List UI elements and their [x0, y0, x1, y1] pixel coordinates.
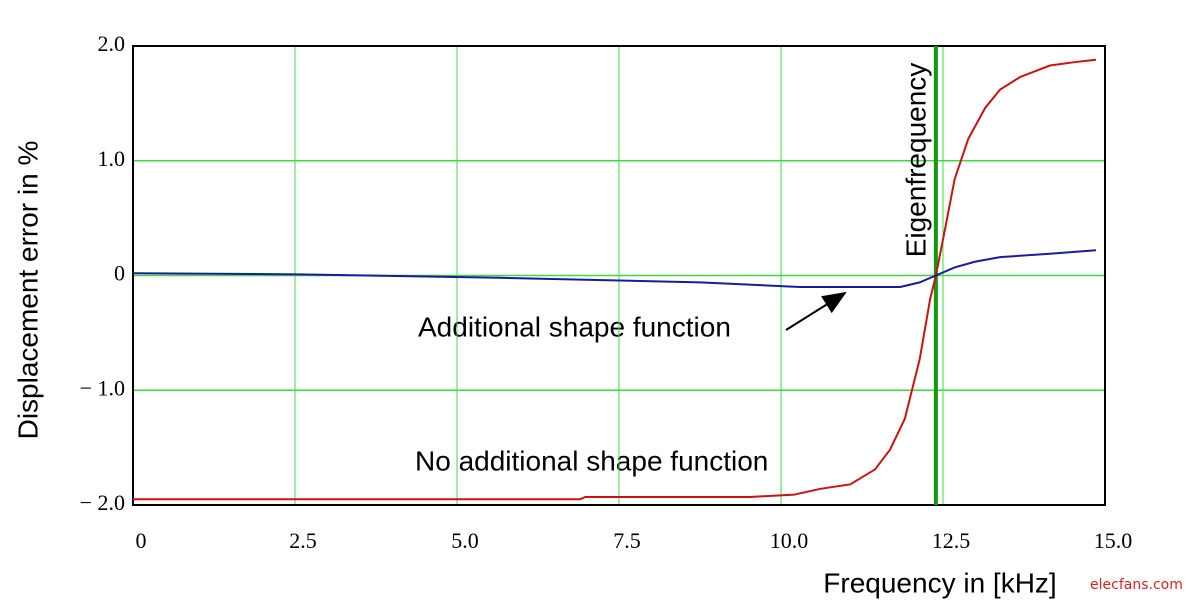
y-tick-label: 1.0	[98, 146, 126, 171]
annotation: Additional shape function	[418, 311, 731, 342]
y-axis-label: Displacement error in %	[12, 141, 43, 440]
x-tick-label: 0	[136, 528, 147, 553]
annotation-arrow	[785, 291, 847, 331]
series-line	[132, 249, 1097, 288]
eigenfrequency-label: Eigenfrequency	[900, 63, 931, 258]
plot-frame	[132, 45, 1106, 506]
x-tick-label: 5.0	[451, 528, 479, 553]
watermark: elecfans.com 电子发烧友	[1090, 577, 1189, 593]
annotation: No additional shape function	[415, 445, 768, 476]
x-tick-label: 12.5	[932, 528, 971, 553]
x-axis-label: Frequency in [kHz]	[823, 567, 1056, 598]
y-tick-label: − 1.0	[80, 375, 125, 400]
x-tick-label: 15.0	[1094, 528, 1133, 553]
series-line	[133, 58, 1097, 501]
x-tick-label: 7.5	[613, 528, 641, 553]
y-tick-label: 2.0	[98, 31, 126, 56]
y-tick-label: 0	[114, 261, 125, 286]
y-tick-label: − 2.0	[80, 490, 125, 515]
x-tick-label: 2.5	[289, 528, 317, 553]
x-tick-label: 10.0	[770, 528, 809, 553]
